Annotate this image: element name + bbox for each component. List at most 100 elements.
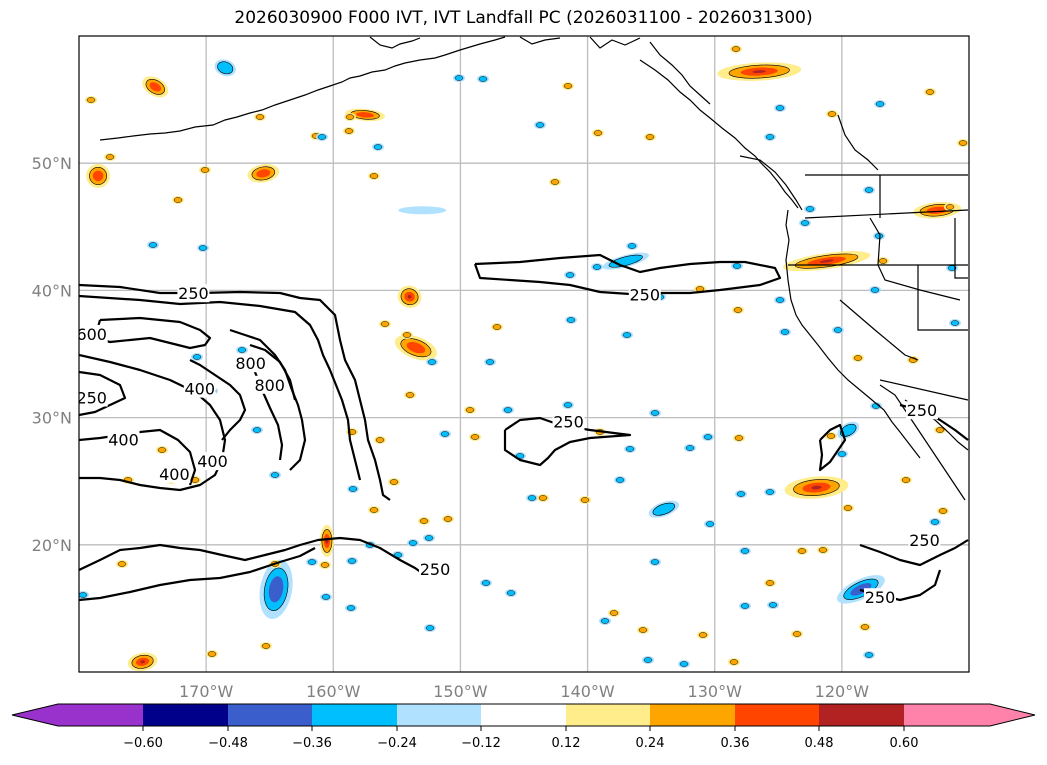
pc-fill-level [875, 101, 885, 107]
pc-speck-pos [826, 110, 838, 118]
pc-fill-level [217, 61, 234, 75]
lat-tick-label: 40°N [32, 281, 72, 300]
pc-fill-level [734, 435, 744, 441]
coastline-segment [99, 36, 506, 141]
pc-fill-level [380, 321, 390, 327]
pc-speck-pos [900, 476, 912, 484]
ivt-contour-line [79, 547, 316, 602]
pc-speck-neg [739, 547, 751, 555]
pc-speck-neg [426, 358, 438, 366]
contour-label-bg [183, 379, 216, 398]
pc-speck-pos [957, 139, 969, 147]
pc-speck-neg [347, 485, 359, 493]
pc-speck-neg [526, 494, 538, 502]
pc-fill-level [703, 434, 713, 440]
pc-speck-neg [836, 450, 848, 458]
pc-speck-pos [388, 478, 400, 486]
lon-tick-label: 170°W [179, 682, 234, 701]
pc-speck-pos [791, 630, 803, 638]
colorbar-tick-label: 0.24 [636, 736, 665, 751]
coastline-segment [589, 36, 641, 49]
pc-fill-level [481, 580, 491, 586]
pc-speck-neg [502, 406, 514, 414]
contour-label-bg [628, 285, 661, 304]
pc-fill-level [105, 154, 115, 160]
pc-fill-level [679, 661, 689, 667]
pc-fill-level [645, 134, 655, 140]
pc-speck-neg [767, 601, 779, 609]
lat-tick-labels: 50°N 40°N 30°N 20°N [32, 154, 72, 555]
coastline-segment [839, 299, 919, 361]
pc-speck-pos [549, 178, 561, 186]
ivt-contour-line [859, 539, 969, 567]
lon-tick-label: 120°W [815, 682, 870, 701]
pc-fill-level [740, 548, 750, 554]
pc-fill-level [270, 472, 280, 478]
colorbar-bin [397, 704, 481, 726]
pc-fill-level [740, 603, 750, 609]
pc-fill-level [375, 437, 385, 443]
colorbar-tick-label: −0.24 [377, 736, 417, 751]
ivt-contour-line [79, 370, 127, 417]
pc-fill-level [140, 660, 145, 664]
pc-feature-pos [142, 76, 169, 98]
pc-fill-level [864, 187, 874, 193]
pc-speck-neg [423, 534, 435, 542]
pc-speck-neg [407, 539, 419, 547]
contour-label-bg [864, 588, 896, 607]
pc-speck-pos [728, 658, 740, 666]
pc-speck-pos [817, 546, 829, 554]
pc-speck-pos [733, 434, 745, 442]
pc-fill-level [643, 657, 653, 663]
contour-label: 250 [553, 413, 584, 432]
coastline-segment [639, 59, 799, 209]
pc-fill-level [117, 561, 127, 567]
pc-speck-pos [944, 203, 956, 211]
pc-speck-neg [774, 296, 786, 304]
coastline-segment [954, 218, 968, 279]
pc-fill-level [935, 427, 945, 433]
pc-speck-pos [825, 432, 837, 440]
pc-speck-pos [764, 579, 776, 587]
pc-speck-neg [484, 358, 496, 366]
pc-fill-level [406, 342, 426, 354]
pc-speck-pos [469, 433, 481, 441]
pc-fill-level [503, 407, 513, 413]
pc-speck-neg [774, 104, 786, 112]
pc-fill-level [625, 446, 635, 452]
pc-speck-neg [704, 520, 716, 528]
pc-speck-neg [649, 558, 661, 566]
pc-fill-level [237, 347, 247, 353]
pc-speck-neg [929, 518, 941, 526]
pc-speck-neg [591, 263, 603, 271]
pc-fill-level [256, 169, 271, 178]
pc-speck-neg [345, 604, 357, 612]
pc-fill-level [731, 46, 741, 52]
pc-fill-level [148, 242, 158, 248]
pc-fill-level [705, 521, 715, 527]
coastline-segment [369, 36, 421, 49]
pc-feature-pos [127, 652, 158, 672]
pc-speck-neg [306, 558, 318, 566]
colorbar-bin [735, 704, 819, 726]
pc-speck-neg [79, 591, 89, 599]
pc-speck-neg [453, 74, 465, 82]
pc-speck-neg [346, 557, 358, 565]
pc-speck-neg [863, 651, 875, 659]
pc-feature-pos [717, 62, 802, 81]
colorbar-tick-label: −0.12 [461, 736, 501, 751]
contour-label: 400 [185, 380, 216, 399]
gridlines [79, 36, 969, 672]
pc-speck-pos [934, 426, 946, 434]
pc-fill-level [638, 627, 648, 633]
pc-fill-level [321, 594, 331, 600]
map-background [79, 36, 969, 672]
ivt-contour-line [818, 423, 847, 472]
pc-fill-level [827, 111, 837, 117]
ivt-landfall-pc-fills [79, 45, 969, 672]
pc-speck-pos [199, 166, 211, 174]
colorbar-bin [228, 704, 312, 726]
contour-label-bg [79, 388, 108, 407]
pc-fill-level [685, 445, 695, 451]
pc-speck-pos [562, 82, 574, 90]
